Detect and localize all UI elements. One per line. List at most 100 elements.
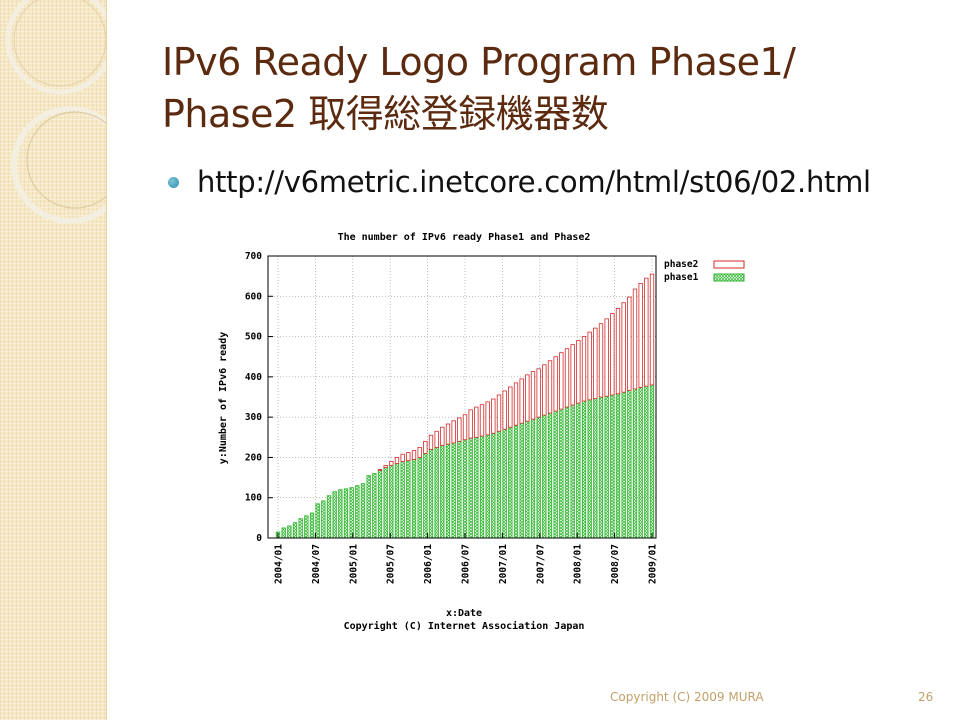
x-tick-label: 2007/07: [535, 544, 546, 584]
bar-phase1: [451, 442, 456, 539]
bar-phase1: [321, 500, 326, 539]
bar-phase2: [638, 282, 643, 388]
bar-phase1: [326, 495, 332, 539]
bar-phase2: [530, 371, 536, 420]
bar-phase2: [547, 360, 553, 414]
y-tick-label: 700: [245, 251, 262, 262]
y-axis-label: y:Number of IPv6 ready: [218, 332, 229, 464]
bar-phase1: [542, 414, 547, 539]
x-tick-label: 2009/01: [648, 544, 659, 584]
bar-phase1: [400, 461, 405, 539]
bar-phase2: [457, 417, 462, 442]
bar-phase1: [383, 467, 388, 539]
bar-phase2: [615, 307, 621, 395]
bar-phase1: [536, 416, 541, 539]
bullet-url: http://v6metric.inetcore.com/html/st06/0…: [197, 165, 871, 199]
bar-phase1: [519, 422, 524, 539]
bar-phase1: [638, 386, 643, 539]
bar-phase1: [468, 437, 473, 539]
bar-phase1: [372, 473, 377, 539]
bar-phase2: [553, 356, 558, 412]
bar-phase1: [281, 527, 286, 539]
bar-phase2: [491, 398, 496, 434]
x-tick-label: 2006/07: [461, 544, 472, 584]
bar-phase1: [332, 491, 337, 539]
x-axis-label: x:Date: [446, 608, 482, 619]
bar-phase1: [496, 430, 502, 539]
bar-phase1: [547, 412, 553, 539]
legend-label-phase2: phase2: [664, 259, 698, 270]
bar-phase1: [343, 488, 349, 539]
bar-phase1: [513, 424, 519, 539]
bar-phase1: [508, 426, 513, 539]
x-tick-label: 2004/01: [274, 544, 285, 584]
bar-phase2: [644, 277, 649, 387]
bar-phase2: [400, 453, 405, 462]
bar-phase2: [649, 273, 655, 386]
bar-phase2: [389, 461, 394, 466]
legend-swatch-phase2: [713, 260, 745, 269]
bar-phase2: [519, 378, 524, 424]
bar-phase1: [627, 390, 632, 539]
bar-phase1: [491, 432, 496, 539]
bar-phase2: [485, 401, 490, 436]
bar-phase1: [394, 463, 400, 539]
bar-phase2: [632, 288, 638, 390]
chart-grid: [268, 256, 656, 538]
bar-phase2: [411, 450, 417, 460]
x-tick-label: 2005/07: [386, 544, 397, 584]
footer-copyright: Copyright (C) 2009 MURA: [610, 690, 764, 704]
bar-phase2: [377, 469, 383, 471]
bar-phase1: [338, 489, 343, 539]
bullet-dot-icon: [168, 176, 179, 188]
bar-phase1: [389, 465, 394, 539]
bar-phase2: [513, 382, 519, 426]
bar-phase1: [309, 512, 315, 539]
bar-phase2: [621, 302, 626, 393]
chart-title: The number of IPv6 ready Phase1 and Phas…: [338, 232, 591, 243]
bar-phase2: [542, 364, 547, 416]
plot-frame: [267, 255, 657, 539]
bar-phase2: [570, 344, 575, 406]
y-tick-label: 500: [245, 332, 262, 343]
y-tick-label: 100: [245, 493, 262, 504]
x-tick-label: 2008/07: [610, 544, 621, 584]
bar-phase1: [440, 444, 445, 539]
bar-phase2: [604, 318, 609, 397]
bar-phase2: [383, 465, 388, 468]
bar-phase1: [423, 452, 428, 539]
y-tick-label: 600: [245, 291, 262, 302]
bar-phase1: [621, 391, 626, 539]
bar-phase2: [559, 352, 564, 410]
bar-phase1: [525, 420, 530, 539]
bar-phase1: [411, 459, 417, 539]
bar-phase2: [593, 327, 598, 400]
bar-phase1: [304, 515, 309, 539]
y-tick-label: 0: [256, 533, 262, 544]
bar-phase2: [394, 457, 400, 464]
bar-phase2: [525, 374, 530, 422]
stacked-bar-chart: The number of IPv6 ready Phase1 and Phas…: [218, 232, 745, 632]
bar-phase2: [587, 331, 592, 401]
decorative-side-band: [0, 0, 107, 720]
bar-phase2: [474, 406, 479, 438]
bar-phase1: [457, 440, 462, 539]
x-tick-label: 2004/07: [311, 544, 322, 584]
bar-phase1: [434, 446, 439, 539]
bar-phase1: [287, 525, 292, 539]
bar-phase1: [632, 388, 638, 539]
bar-phase1: [417, 457, 422, 539]
y-tick-label: 200: [245, 452, 262, 463]
bar-phase1: [598, 396, 604, 539]
legend-label-phase1: phase1: [664, 272, 699, 283]
bar-phase1: [649, 384, 655, 539]
x-tick-label: 2007/01: [498, 544, 509, 584]
bar-phase1: [292, 522, 298, 539]
bar-phase2: [508, 386, 513, 428]
bar-phase1: [559, 408, 564, 539]
bar-phase2: [440, 426, 445, 446]
bar-phase1: [445, 443, 451, 539]
bar-phase1: [502, 428, 507, 539]
bar-phase1: [360, 483, 366, 539]
bar-phase2: [445, 423, 451, 445]
